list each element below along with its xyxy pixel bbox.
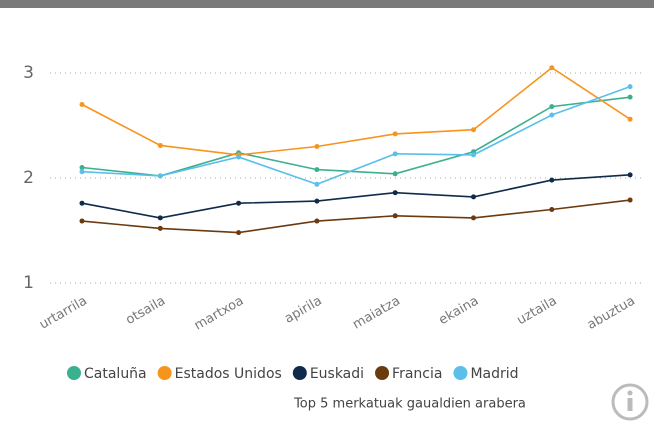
data-point [549,112,555,118]
legend-swatch [157,366,172,380]
data-point [314,181,320,187]
chart-subtitle: Top 5 merkatuak gaualdien arabera [293,397,526,412]
data-point [79,200,85,206]
x-tick-label: maiatza [350,294,403,333]
legend-label: Euskadi [310,366,364,382]
x-tick-label: uztaila [515,294,560,329]
y-tick-label: 3 [23,63,34,83]
data-point [627,94,633,100]
series-line [81,96,631,177]
legend-label: Francia [392,366,442,382]
data-point [471,152,476,158]
data-point [549,104,555,110]
data-point [627,84,633,90]
data-point [314,218,320,224]
x-tick-label: martxoa [192,294,247,334]
x-tick-label: apirila [282,294,324,327]
data-point [79,169,85,175]
legend-swatch [67,366,81,380]
data-point [627,116,633,122]
data-point [79,102,85,107]
data-point [392,171,398,177]
series-line [81,174,631,219]
data-point [314,144,320,149]
data-point [314,198,320,204]
legend-swatch [375,366,390,380]
data-point [79,165,85,170]
x-tick-label: ekaina [436,294,481,329]
data-point [157,173,163,179]
legend-swatch [292,366,307,380]
info-icon[interactable] [611,383,649,421]
top-bar [0,0,654,8]
series-line [81,199,631,234]
y-tick-label: 2 [23,168,34,188]
data-point [471,127,476,133]
data-point [79,218,85,224]
data-point [157,225,163,231]
data-point [157,215,163,221]
data-point [236,230,242,236]
data-point [314,167,320,173]
y-tick-label: 1 [23,273,34,293]
data-point [549,177,555,183]
data-point [471,194,476,200]
data-point [471,215,476,221]
series-line [81,66,631,156]
data-point [549,207,555,212]
data-point [627,172,633,178]
x-tick-label: abuztua [585,294,638,333]
data-point [236,200,242,206]
series-line [81,85,631,186]
data-point [157,142,163,148]
legend-label: Cataluña [84,366,147,382]
x-tick-label: urtarrila [37,294,90,333]
data-point [627,197,633,203]
x-tick-label: otsaila [123,294,168,328]
legend-label: Estados Unidos [175,366,282,382]
data-point [392,190,398,196]
legend-swatch [453,366,468,380]
legend-label: Madrid [470,366,518,382]
data-point [392,151,398,157]
data-point [392,131,398,137]
data-point [549,65,555,71]
data-point [236,154,242,160]
data-point [392,213,398,219]
